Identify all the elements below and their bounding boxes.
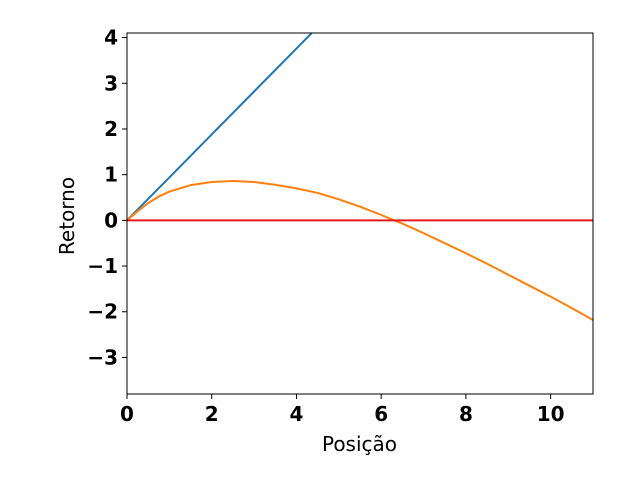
x-tick-label: 2 <box>205 402 219 426</box>
x-tick-label: 10 <box>537 402 565 426</box>
y-tick-label: 0 <box>104 208 118 232</box>
y-tick-label: −1 <box>87 254 118 278</box>
y-tick-label: 1 <box>104 163 118 187</box>
series-line-1 <box>127 33 313 222</box>
y-tick-label: −3 <box>87 345 118 369</box>
x-tick-label: 4 <box>289 402 303 426</box>
y-tick-label: 3 <box>104 71 118 95</box>
axes: 0 2 4 6 8 10 −3 −2 −1 0 1 2 3 4 <box>87 26 594 426</box>
x-tick-label: 8 <box>459 402 473 426</box>
y-tick-label: 4 <box>104 26 118 50</box>
series-line-2 <box>127 180 593 321</box>
plot-frame <box>126 32 594 395</box>
y-tick-label: 2 <box>104 117 118 141</box>
x-axis-title: Posição <box>322 432 397 456</box>
y-tick-label: −2 <box>87 300 118 324</box>
plot-area <box>127 33 593 321</box>
x-tick-label: 6 <box>374 402 388 426</box>
x-tick-label: 0 <box>120 402 134 426</box>
y-axis-title: Retorno <box>55 177 79 255</box>
